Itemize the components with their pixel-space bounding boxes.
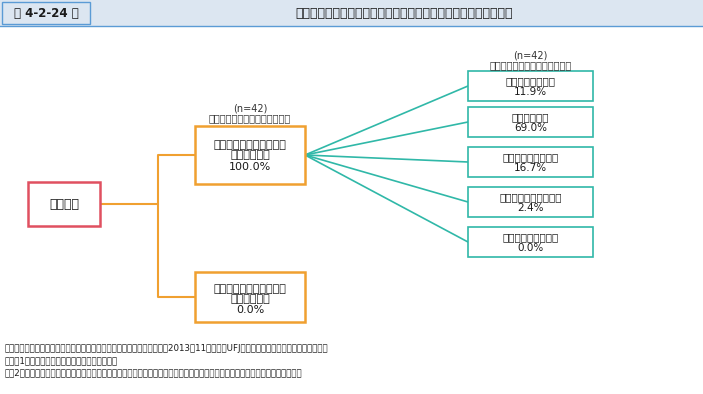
FancyBboxPatch shape	[468, 227, 593, 257]
Text: 2．他の自治体とは、市区町村の場合は、市区町村が所属する都道府県、都道府県の場合は、都道府県内の市区町村を指す。: 2．他の自治体とは、市区町村の場合は、市区町村が所属する都道府県、都道府県の場合…	[5, 368, 302, 377]
Bar	[0, 0, 703, 26]
Text: 施策の立案時に参考にし: 施策の立案時に参考にし	[214, 140, 286, 150]
Text: 100.0%: 100.0%	[229, 162, 271, 172]
Text: (n=42): (n=42)	[513, 50, 548, 60]
FancyBboxPatch shape	[2, 2, 90, 24]
Text: 中小企業・小規模事業者施策を: 中小企業・小規模事業者施策を	[489, 60, 572, 70]
Text: (n=42): (n=42)	[233, 103, 267, 113]
Text: あまり評価していない: あまり評価していない	[499, 192, 562, 202]
Text: 中小企業・小規模事業者施策を: 中小企業・小規模事業者施策を	[209, 113, 291, 123]
Text: 11.9%: 11.9%	[514, 87, 547, 97]
FancyBboxPatch shape	[468, 71, 593, 101]
Text: 施策の立案時に参考にし: 施策の立案時に参考にし	[214, 284, 286, 294]
Text: （注）1．市区町村には、政令指定都市を含む。: （注）1．市区町村には、政令指定都市を含む。	[5, 356, 118, 365]
Text: 16.7%: 16.7%	[514, 163, 547, 173]
FancyBboxPatch shape	[195, 126, 305, 184]
Text: 都道府県: 都道府県	[49, 197, 79, 210]
Text: 2.4%: 2.4%	[517, 203, 543, 213]
Text: たことがある: たことがある	[230, 150, 270, 160]
Text: 第 4-2-24 図: 第 4-2-24 図	[13, 6, 78, 19]
Text: 0.0%: 0.0%	[236, 305, 264, 315]
Text: 評価している: 評価している	[512, 112, 549, 122]
Text: どちらとも言えない: どちらとも言えない	[503, 152, 559, 162]
Text: 0.0%: 0.0%	[517, 243, 543, 253]
Text: たことがない: たことがない	[230, 294, 270, 304]
FancyBboxPatch shape	[468, 107, 593, 137]
FancyBboxPatch shape	[195, 272, 305, 322]
Text: 69.0%: 69.0%	[514, 123, 547, 133]
FancyBboxPatch shape	[468, 147, 593, 177]
Text: 高く評価している: 高く評価している	[505, 76, 555, 86]
Text: 資料：中小企業庁委託「自治体の中小企業支援の実態に関する調査」（2013年11月、三菱UFJリサーチ＆コンサルティング（株））: 資料：中小企業庁委託「自治体の中小企業支援の実態に関する調査」（2013年11月…	[5, 344, 328, 353]
FancyBboxPatch shape	[468, 187, 593, 217]
Text: 全く評価していない: 全く評価していない	[503, 232, 559, 242]
Text: 国の中小企業・小規模事業者施策の活用状況、評価（都道府県）: 国の中小企業・小規模事業者施策の活用状況、評価（都道府県）	[295, 6, 512, 19]
FancyBboxPatch shape	[28, 182, 100, 226]
